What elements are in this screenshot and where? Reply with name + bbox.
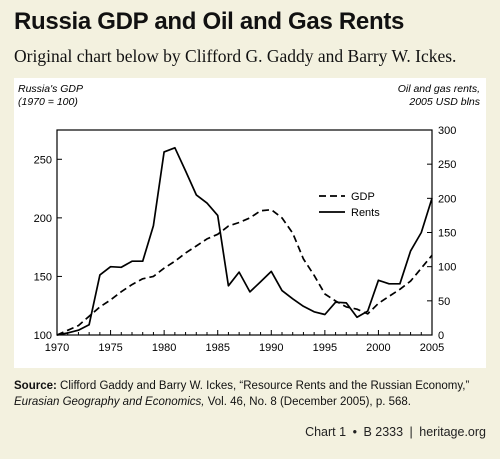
source-label: Source:	[14, 380, 57, 392]
right-axis-title-line: 2005 USD blns	[408, 96, 480, 108]
source-note: Source: Clifford Gaddy and Barry W. Icke…	[14, 378, 486, 410]
right-tick-label: 250	[438, 159, 456, 171]
left-tick-label: 100	[34, 330, 52, 342]
series-line-rents	[56, 146, 433, 336]
left-tick-label: 200	[34, 213, 52, 225]
footer-separator: |	[409, 425, 413, 439]
x-tick-label: 1980	[152, 342, 176, 354]
source-text: Clifford Gaddy and Barry W. Ickes, “Reso…	[60, 380, 470, 392]
x-tick-label: 2000	[366, 342, 390, 354]
chart-title: Russia GDP and Oil and Gas Rents	[14, 8, 405, 35]
x-tick-label: 1995	[313, 342, 337, 354]
right-axis-title-line: Oil and gas rents,	[398, 83, 480, 95]
chart-subtitle: Original chart below by Clifford G. Gadd…	[14, 46, 457, 66]
right-tick-label: 150	[438, 228, 456, 240]
right-tick-label: 50	[438, 296, 450, 308]
chart-panel: Russia's GDP (1970 = 100) Oil and gas rent…	[14, 78, 486, 368]
left-tick-label: 250	[34, 154, 52, 166]
x-tick-label: 1970	[45, 342, 69, 354]
legend-label-rents: Rents	[351, 207, 380, 219]
footer: Chart 1 • B 2333 | heritage.org	[305, 425, 486, 439]
backgrounder-code: B 2333	[363, 425, 404, 439]
chart-number: Chart 1	[305, 425, 347, 439]
left-tick-label: 150	[34, 271, 52, 283]
plot-frame	[56, 129, 433, 336]
x-tick-label: 1985	[205, 342, 229, 354]
site-link[interactable]: heritage.org	[419, 425, 486, 439]
line-chart: Russia's GDP(1970 = 100) Oil and gas rent…	[18, 83, 481, 354]
series-line-gdp	[56, 208, 433, 336]
right-tick-label: 300	[438, 125, 456, 137]
x-tick-label: 1990	[259, 342, 283, 354]
left-axis-title-line: (1970 = 100)	[18, 96, 78, 108]
x-tick-label: 1975	[98, 342, 122, 354]
source-journal: Eurasian Geography and Economics,	[14, 396, 205, 408]
right-tick-label: 200	[438, 193, 456, 205]
right-tick-label: 0	[438, 330, 444, 342]
legend-label-gdp: GDP	[351, 191, 375, 203]
source-details: Vol. 46, No. 8 (December 2005), p. 568.	[207, 396, 411, 408]
x-tick-label: 2005	[420, 342, 444, 354]
right-tick-label: 100	[438, 262, 456, 274]
footer-bullet: •	[352, 425, 357, 439]
left-axis-title-line: Russia's GDP	[18, 83, 83, 95]
